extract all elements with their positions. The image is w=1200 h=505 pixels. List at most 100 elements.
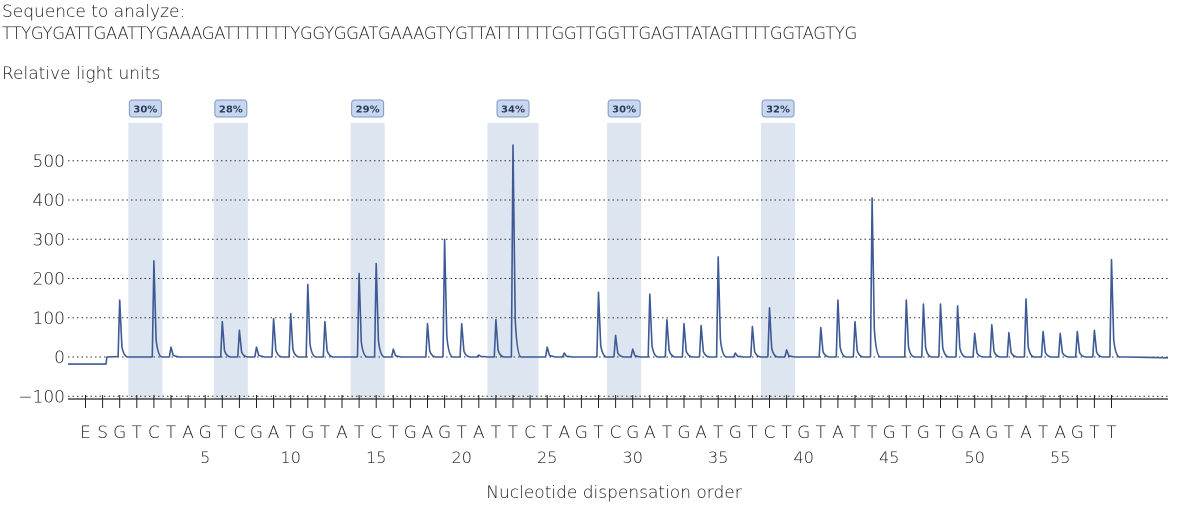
dispensation-letter: A (644, 423, 656, 443)
dispensation-letter: G (199, 423, 212, 443)
dispensation-letter: G (575, 423, 588, 443)
sequence-label: Sequence to analyze: (2, 2, 186, 22)
y-tick-label: 300 (33, 230, 65, 250)
highlight-band (350, 123, 385, 399)
y-tick-label: 200 (33, 270, 65, 290)
dispensation-number: 30 (623, 448, 643, 467)
y-tick-labels: 500 400 300 200 100 0 −100 (18, 152, 65, 408)
dispensation-number: 45 (879, 448, 899, 467)
dispensation-number: 55 (1050, 448, 1070, 467)
dispensation-letter: T (491, 423, 502, 443)
dispensation-letter: T (508, 423, 519, 443)
dispensation-letter: T (286, 423, 297, 443)
percentage-badge (607, 99, 641, 118)
dispensation-letter: G (797, 423, 810, 443)
dispensation-letter: C (148, 423, 160, 443)
dispensation-number: 15 (366, 448, 386, 467)
y-axis-label: Relative light units (2, 64, 161, 84)
dispensation-letter: T (1106, 423, 1117, 443)
dispensation-number: 40 (794, 448, 814, 467)
dispensation-letter: T (217, 423, 228, 443)
dispensation-letter: G (917, 423, 930, 443)
dispensation-letter: G (404, 423, 417, 443)
percentage-badge (214, 99, 248, 118)
dispensation-letter: T (354, 423, 365, 443)
dispensation-letter: T (850, 423, 861, 443)
dispensation-letter: C (370, 423, 382, 443)
dispensation-letter: A (695, 423, 707, 443)
dispensation-letter: T (457, 423, 468, 443)
dispensation-letter: A (969, 423, 981, 443)
dispensation-letter: C (524, 423, 536, 443)
y-tick-label: 500 (33, 152, 65, 172)
dispensation-letter: G (883, 423, 896, 443)
dispensation-letter: G (626, 423, 639, 443)
dispensation-letter: A (268, 423, 280, 443)
percentage-badge-label: 28% (219, 105, 243, 116)
dispensation-letter: G (951, 423, 964, 443)
dispensation-letter: T (542, 423, 553, 443)
trace (68, 144, 1169, 365)
dispensation-letter: T (747, 423, 758, 443)
dispensation-letter: T (593, 423, 604, 443)
highlight-band (128, 123, 163, 399)
dispensation-letter: A (422, 423, 434, 443)
dispensation-letter: T (1004, 423, 1015, 443)
dispensation-letter: T (320, 423, 331, 443)
dispensation-letter: S (97, 423, 108, 443)
highlight-band (607, 123, 642, 399)
y-tick-label: 0 (54, 348, 65, 368)
dispensation-letter: G (301, 423, 314, 443)
dispensation-letter: T (901, 423, 912, 443)
dispensation-letter: C (610, 423, 622, 443)
dispensation-letter: T (662, 423, 673, 443)
dispensation-number: 20 (452, 448, 472, 467)
dispensation-number: 25 (537, 448, 557, 467)
percentage-badge-label: 34% (501, 105, 525, 116)
dispensation-letter: T (132, 423, 143, 443)
percentage-badge (761, 99, 795, 118)
percentage-badge-label: 30% (133, 105, 157, 116)
dispensation-letter: A (558, 423, 570, 443)
percentage-badge (496, 99, 530, 118)
dispensation-letter: E (80, 423, 91, 443)
y-tick-label: 100 (33, 309, 65, 329)
dispensation-letter: T (781, 423, 792, 443)
signal-trace (68, 144, 1169, 365)
dispensation-letter: T (816, 423, 827, 443)
dispensation-letter: T (935, 423, 946, 443)
sequence-text: TTYGYGATTGAATTYGAAAGATTTTTTTYGGYGGATGAAA… (2, 24, 857, 43)
percentage-badge (351, 99, 385, 118)
dispensation-letter: A (336, 423, 348, 443)
dispensation-letter: A (473, 423, 485, 443)
dispensation-letter: T (867, 423, 878, 443)
y-tick-label: −100 (18, 387, 65, 407)
dispensation-number: 35 (708, 448, 728, 467)
percentage-badge-label: 29% (356, 105, 380, 116)
dispensation-letter: A (832, 423, 844, 443)
dispensation-number: 10 (281, 448, 301, 467)
dispensation-letter: G (985, 423, 998, 443)
dispensation-letter: A (1020, 423, 1032, 443)
dispensation-letter: T (713, 423, 724, 443)
dispensation-letter: C (764, 423, 776, 443)
dispensation-letter: G (113, 423, 126, 443)
dispensation-letter: T (1089, 423, 1100, 443)
pyrogram-chart: 30% 28% 29% 34% 30% 32% 5004003002001000−100 … (18, 99, 1169, 503)
percentage-badge-label: 30% (612, 105, 636, 116)
dispensation-letter: A (1054, 423, 1066, 443)
x-axis (68, 395, 1168, 408)
highlight-bands: 30% 28% 29% 34% 30% 32% (128, 99, 796, 399)
highlight-band (761, 123, 796, 399)
dispensation-letter: T (388, 423, 399, 443)
gridlines (68, 160, 1168, 397)
dispensation-number: 50 (965, 448, 985, 467)
dispensation-letter: C (233, 423, 245, 443)
dispensation-letter: G (729, 423, 742, 443)
y-tick-label: 400 (33, 191, 65, 211)
dispensation-letter: T (1038, 423, 1049, 443)
percentage-badge-label: 32% (766, 105, 790, 116)
dispensation-letter: T (166, 423, 177, 443)
dispensation-letter: G (677, 423, 690, 443)
